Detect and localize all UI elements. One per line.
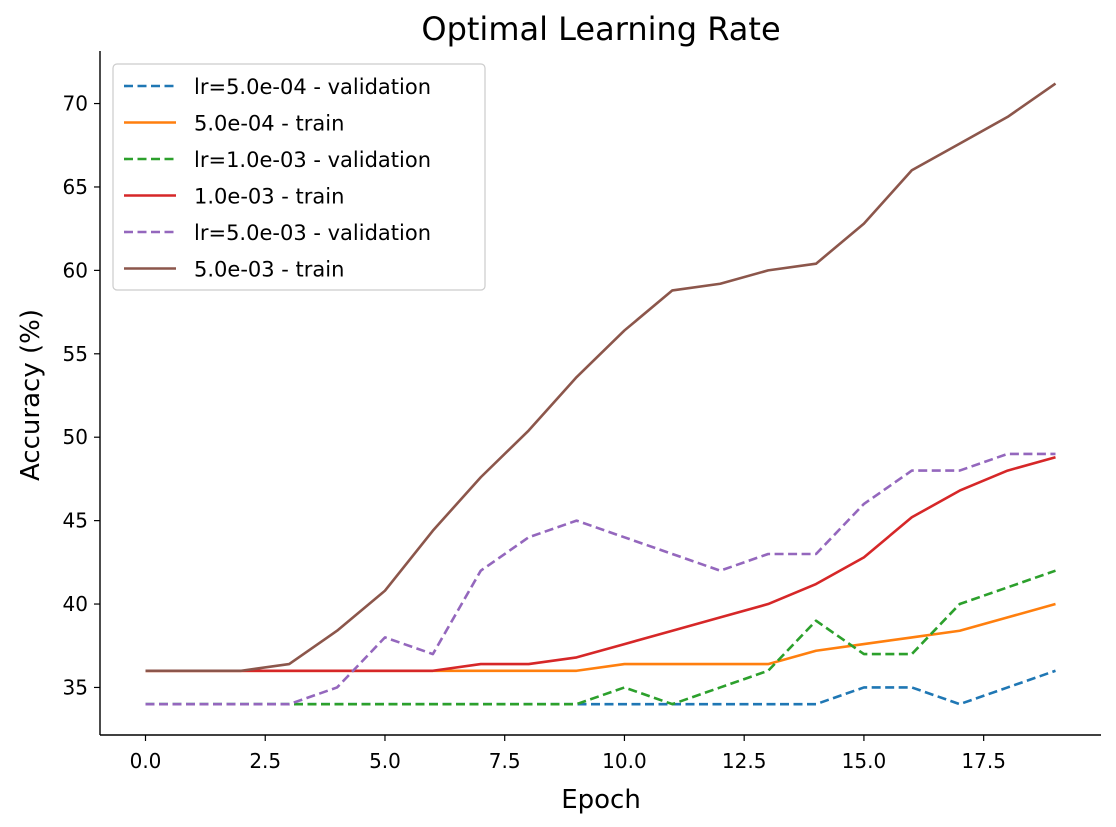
legend-frame [112, 63, 486, 291]
x-tick-label: 15.0 [842, 749, 887, 773]
legend-label: 5.0e-04 - train [194, 112, 344, 136]
x-tick-label: 0.0 [130, 749, 162, 773]
y-axis-label: Accuracy (%) [16, 309, 46, 481]
x-tick-label: 5.0 [369, 749, 401, 773]
series-line-0 [145, 669, 1056, 706]
x-tick-label: 17.5 [961, 749, 1006, 773]
y-tick-label: 35 [63, 675, 88, 699]
y-tick-label: 50 [63, 425, 88, 449]
y-tick-label: 55 [63, 342, 88, 366]
series-line-5 [145, 82, 1057, 673]
x-tick-label: 7.5 [489, 749, 521, 773]
legend-label: 5.0e-03 - train [194, 258, 344, 282]
legend-items: lr=5.0e-04 - validation 5.0e-04 - train lr… [124, 75, 431, 282]
x-tick-label: 2.5 [249, 749, 281, 773]
legend-label: lr=5.0e-04 - validation [194, 75, 431, 99]
chart-title: Optimal Learning Rate [421, 10, 780, 48]
y-tick-label: 70 [63, 92, 88, 116]
y-ticks: 35 40 45 50 55 60 65 70 [63, 92, 100, 699]
series-line-2 [145, 569, 1056, 706]
x-tick-label: 12.5 [722, 749, 767, 773]
series-layer [145, 82, 1057, 706]
series-line-3 [145, 455, 1056, 673]
series-line-4 [145, 452, 1056, 706]
y-tick-label: 45 [63, 509, 88, 533]
x-axis-label: Epoch [561, 785, 641, 815]
y-tick-label: 60 [63, 258, 88, 282]
legend-label: 1.0e-03 - train [194, 185, 344, 209]
legend: lr=5.0e-04 - validation 5.0e-04 - train lr… [112, 63, 486, 291]
series-line-1 [145, 602, 1056, 673]
y-tick-label: 40 [63, 592, 88, 616]
x-tick-label: 10.0 [602, 749, 647, 773]
legend-label: lr=1.0e-03 - validation [194, 148, 431, 172]
x-ticks: 0.0 2.5 5.0 7.5 10.0 12.5 15.0 17.5 [130, 735, 1006, 773]
legend-label: lr=5.0e-03 - validation [194, 221, 431, 245]
y-tick-label: 65 [63, 175, 88, 199]
